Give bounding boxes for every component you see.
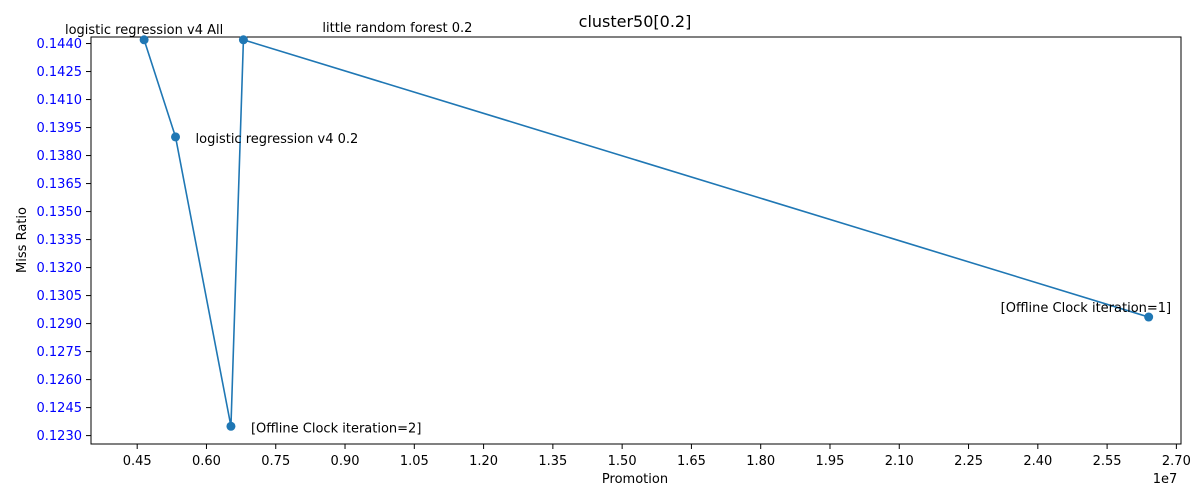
point-annotation: logistic regression v4 0.2 bbox=[196, 132, 359, 147]
y-axis-label: Miss Ratio bbox=[15, 207, 30, 273]
y-tick-label: 0.1335 bbox=[37, 233, 83, 248]
data-point bbox=[226, 421, 236, 431]
y-tick-label: 0.1410 bbox=[37, 93, 83, 108]
x-axis-offset-label: 1e7 bbox=[1153, 472, 1178, 487]
y-tick-label: 0.1245 bbox=[37, 401, 83, 416]
x-tick-label: 2.25 bbox=[954, 454, 983, 469]
data-point bbox=[1144, 312, 1154, 322]
x-tick-label: 1.65 bbox=[677, 454, 706, 469]
data-point bbox=[238, 35, 248, 45]
point-annotation: [Offline Clock iteration=1] bbox=[1001, 301, 1171, 316]
x-tick-label: 1.20 bbox=[469, 454, 498, 469]
x-axis-label: Promotion bbox=[602, 472, 668, 487]
series-line bbox=[143, 38, 1149, 427]
series-points-group bbox=[139, 35, 1154, 431]
x-tick-label: 0.60 bbox=[192, 454, 221, 469]
x-tick-label: 0.75 bbox=[261, 454, 290, 469]
y-tick-label: 0.1350 bbox=[37, 205, 83, 220]
x-tick-label: 1.80 bbox=[746, 454, 775, 469]
x-tick-label: 2.55 bbox=[1093, 454, 1122, 469]
x-tick-label: 0.90 bbox=[331, 454, 360, 469]
x-tick-label: 0.45 bbox=[123, 454, 152, 469]
x-tick-label: 1.05 bbox=[400, 454, 429, 469]
series-line-group bbox=[143, 38, 1149, 427]
x-axis: 0.45 0.60 0.75 0.90 1.05 1.20 1.35 1.50 1.65 1.80… bbox=[123, 444, 1191, 469]
y-tick-label: 0.1365 bbox=[37, 177, 83, 192]
y-tick-label: 0.1230 bbox=[37, 429, 83, 444]
plot-area-frame bbox=[90, 36, 1182, 445]
x-tick-label: 2.10 bbox=[885, 454, 914, 469]
y-tick-label: 0.1395 bbox=[37, 121, 83, 136]
point-annotation: little random forest 0.2 bbox=[322, 21, 472, 36]
y-axis: 0.1230 0.1245 0.1260 0.1275 0.1290 0.1305 0.13… bbox=[37, 37, 91, 444]
x-tick-label: 2.70 bbox=[1162, 454, 1191, 469]
y-tick-label: 0.1290 bbox=[37, 317, 83, 332]
point-annotation: logistic regression v4 All bbox=[65, 23, 223, 38]
chart-title: cluster50[0.2] bbox=[579, 12, 692, 31]
y-tick-label: 0.1440 bbox=[37, 37, 83, 52]
x-tick-label: 1.35 bbox=[538, 454, 567, 469]
point-annotations: logistic regression v4 All logistic regre… bbox=[65, 21, 1171, 436]
x-tick-label: 1.95 bbox=[816, 454, 845, 469]
x-tick-label: 1.50 bbox=[608, 454, 637, 469]
y-tick-label: 0.1260 bbox=[37, 373, 83, 388]
point-annotation: [Offline Clock iteration=2] bbox=[251, 421, 421, 436]
data-point bbox=[171, 132, 181, 142]
data-point bbox=[139, 35, 149, 45]
x-tick-label: 2.40 bbox=[1023, 454, 1052, 469]
y-tick-label: 0.1305 bbox=[37, 289, 83, 304]
y-tick-label: 0.1275 bbox=[37, 345, 83, 360]
y-tick-label: 0.1380 bbox=[37, 149, 83, 164]
y-tick-label: 0.1425 bbox=[37, 65, 83, 80]
y-tick-label: 0.1320 bbox=[37, 261, 83, 276]
